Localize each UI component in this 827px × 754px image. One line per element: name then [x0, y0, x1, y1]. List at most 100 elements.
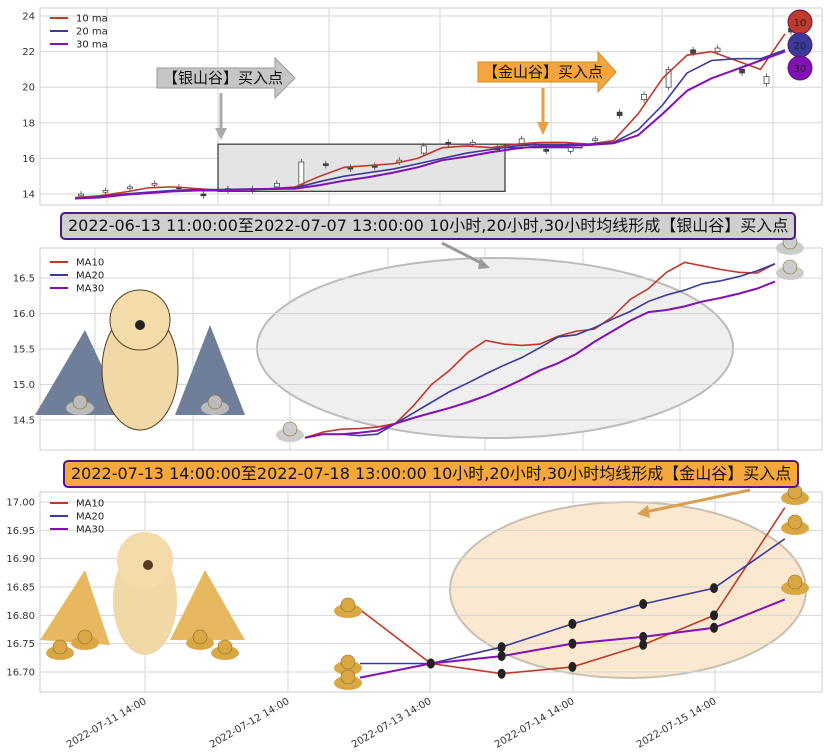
- bottom-chart-ytick-label: 16.95: [6, 526, 35, 537]
- top-chart-ytick-label: 22: [22, 47, 35, 58]
- mid-chart-ytick-label: 16.5: [13, 274, 35, 285]
- mid-chart-line-ma20: [304, 263, 776, 439]
- silver-ingot-icon-top: [207, 394, 223, 410]
- top-chart-ytick-label: 16: [22, 154, 35, 165]
- mid-chart-legend-label: MA30: [76, 284, 104, 295]
- top-chart-legend-label: 30 ma: [76, 40, 108, 51]
- gold-pyramid-right: [170, 570, 245, 640]
- candle-body: [665, 69, 672, 88]
- top-chart-ytick-label: 20: [22, 83, 35, 94]
- candle-body: [322, 163, 329, 166]
- candle-body: [592, 138, 598, 141]
- candle-body: [641, 93, 647, 101]
- gold-ingot-icon: [186, 629, 214, 650]
- pointer-arrow-head: [478, 258, 490, 269]
- gold-pyramid-left: [40, 570, 110, 645]
- bottom-chart-ytick-label: 16.80: [6, 611, 35, 622]
- bottom-chart-ytick-label: 16.85: [6, 582, 35, 593]
- candle-body: [739, 69, 745, 74]
- mid-chart-ytick-label: 15.5: [13, 345, 35, 356]
- candle-body: [690, 49, 696, 54]
- gold-ingot-icon-top: [787, 514, 803, 530]
- bottom-chart-xtick-label: 2022-07-14 14:00: [493, 696, 577, 751]
- candle-body: [298, 161, 305, 186]
- gold-ingot-icon-top: [340, 669, 356, 685]
- silver-ingot-icon-top: [282, 421, 298, 437]
- bottom-chart-legend-label: MA10: [76, 499, 104, 510]
- candle-body: [127, 186, 133, 190]
- gold-ingot-icon-top: [77, 629, 93, 645]
- silver-ingot-icon-top: [782, 259, 798, 275]
- silver-ingot-icon-top: [72, 394, 88, 410]
- mid-chart-legend-label: MA20: [76, 271, 104, 282]
- dog-nose: [135, 320, 145, 330]
- dog-nose: [143, 560, 153, 570]
- gold-ingot-icon-top: [217, 639, 233, 655]
- badge-ma30: [787, 55, 813, 81]
- silver-valley-region: [217, 143, 506, 192]
- bottom-chart-xtick-label: 2022-07-15 14:00: [635, 696, 719, 751]
- silver-dog-mascot-image: [35, 289, 245, 431]
- gold-ingot-icon: [46, 639, 74, 660]
- gold-ingot-icon: [781, 574, 809, 595]
- gold-ingot-icon: [71, 629, 99, 650]
- badge-label: 20: [794, 41, 807, 52]
- pointer-arrow: [644, 488, 751, 514]
- pointer-arrow: [441, 241, 486, 267]
- gold-ingot-icon: [781, 484, 809, 505]
- gold-ingot-icon: [334, 669, 362, 690]
- bottom-chart-data-point: [710, 583, 718, 594]
- candle-body: [445, 142, 452, 145]
- gold-ingot-icon: [334, 597, 362, 618]
- bottom-chart-legend-label: MA20: [76, 512, 104, 523]
- gold-ingot-icon-top: [340, 654, 356, 670]
- top-chart-line-30ma: [74, 50, 786, 200]
- gold-ingot-icon-top: [787, 574, 803, 590]
- bottom-chart-data-point: [568, 661, 577, 672]
- bottom-chart-data-point: [639, 631, 648, 642]
- bottom-chart-data-point: [568, 618, 577, 629]
- candle-body: [78, 193, 84, 197]
- mid-chart-line-ma30: [304, 280, 776, 439]
- gold-buy-label: 【金山谷】买入点: [483, 63, 603, 81]
- bottom-chart-data-point: [639, 598, 648, 609]
- silver-ingot-icon: [776, 259, 804, 280]
- top-chart-ytick-label: 24: [22, 12, 35, 23]
- bottom-chart-xtick-label: 2022-07-11 14:00: [65, 696, 149, 751]
- candle-body: [420, 145, 427, 154]
- gold-ingot-icon-top: [192, 629, 208, 645]
- bottom-chart-xtick-label: 2022-07-13 14:00: [350, 696, 434, 751]
- mid-chart-line-ma10: [304, 261, 776, 439]
- candle-body: [102, 190, 109, 193]
- gold-ingot-icon-top: [52, 639, 68, 655]
- top-chart-ytick-label: 14: [22, 190, 35, 201]
- silver-ingot-icon: [201, 394, 229, 415]
- gold-valley-banner: 2022-07-13 14:00:00至2022-07-18 13:00:00 …: [63, 460, 800, 488]
- badge-label: 10: [794, 18, 807, 29]
- bottom-chart-ytick-label: 16.90: [6, 554, 35, 565]
- bottom-chart-xtick-label: 2022-07-12 14:00: [208, 696, 292, 751]
- bottom-chart-data-point: [497, 651, 506, 662]
- bottom-chart-data-point: [497, 668, 506, 679]
- bottom-chart-data-point: [568, 638, 577, 649]
- top-chart-legend-label: 10 ma: [76, 14, 108, 25]
- candle-body: [763, 76, 770, 84]
- bottom-chart-data-point: [710, 610, 718, 621]
- dog-head: [117, 532, 173, 588]
- bottom-chart-ytick-label: 16.75: [6, 639, 35, 650]
- candle-body: [200, 193, 207, 197]
- pointer-arrow-head: [637, 505, 650, 518]
- silver-down-arrow-head: [215, 128, 227, 140]
- silver-ingot-icon: [66, 394, 94, 415]
- mid-chart-ytick-label: 14.5: [13, 416, 35, 427]
- gold-ingot-icon: [211, 639, 239, 660]
- gold-ingot-icon: [334, 654, 362, 675]
- top-chart-ytick-label: 18: [22, 118, 35, 129]
- mid-chart-legend-label: MA10: [76, 258, 104, 269]
- gold-down-arrow-head: [537, 122, 549, 135]
- gold-dog-mascot-image: [40, 532, 245, 655]
- bottom-chart-data-point: [710, 622, 718, 633]
- badge-label: 30: [794, 64, 807, 75]
- silver-buy-label: 【银山谷】买入点: [163, 69, 283, 87]
